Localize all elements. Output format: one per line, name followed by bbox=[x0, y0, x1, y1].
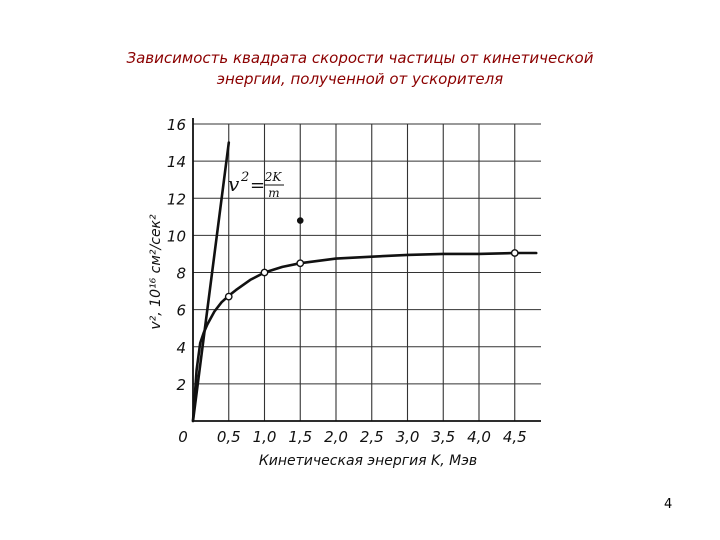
data-point-filled bbox=[296, 217, 304, 224]
x-tick-label: 1,5 bbox=[288, 428, 312, 446]
x-tick-label: 2,5 bbox=[360, 428, 384, 446]
y-tick-label: 2 bbox=[176, 376, 186, 394]
chart-axes bbox=[192, 118, 541, 422]
x-tick-label: 1,0 bbox=[253, 428, 277, 446]
x-tick-label: 4,5 bbox=[503, 428, 527, 446]
y-tick-label: 10 bbox=[167, 227, 186, 245]
x-axis-label: Кинетическая энергия K, Мэв bbox=[259, 453, 477, 469]
x-tick-label: 0,5 bbox=[217, 428, 241, 446]
series-line-classical-line bbox=[191, 141, 231, 423]
x-tick-label: 3,0 bbox=[396, 428, 420, 446]
chart-series bbox=[191, 141, 538, 423]
slide-title-line-2: энергии, полученной от ускорителя bbox=[216, 70, 504, 88]
y-tick-label: 12 bbox=[167, 190, 186, 208]
chart-grid bbox=[193, 123, 541, 421]
data-point-open bbox=[510, 249, 519, 257]
data-point-open bbox=[296, 259, 305, 268]
data-point-open bbox=[260, 268, 269, 277]
x-tick-label: 4,0 bbox=[467, 428, 491, 446]
x-tick-label: 0 bbox=[178, 428, 188, 446]
data-point-open bbox=[224, 292, 233, 301]
x-tick-label: 3,5 bbox=[431, 428, 455, 446]
formula-equals: = bbox=[250, 175, 265, 196]
formula-annotation: v 2 = 2K m bbox=[228, 170, 284, 200]
chart-points bbox=[224, 217, 519, 301]
y-tick-label: 14 bbox=[167, 153, 186, 171]
slide-title-line-1: Зависимость квадрата скорости частицы от… bbox=[126, 49, 594, 67]
formula-numerator: 2K bbox=[264, 170, 283, 184]
chart-tick-labels: 0 0,5 1,0 1,5 2,0 2,5 3,0 3,5 4,0 4,5 2 4 6 8 10 12 14 16 bbox=[167, 116, 527, 446]
y-tick-label: 4 bbox=[176, 339, 186, 357]
y-tick-label: 16 bbox=[167, 116, 186, 134]
formula-exponent: 2 bbox=[240, 170, 249, 185]
y-axis-label: v², 10¹⁶ см²/сек² bbox=[148, 214, 164, 330]
y-tick-label: 8 bbox=[176, 265, 186, 283]
formula-lhs: v bbox=[228, 172, 240, 196]
formula-denominator: m bbox=[268, 186, 279, 200]
series-line-relativistic-curve bbox=[191, 251, 538, 423]
y-tick-label: 6 bbox=[176, 302, 186, 320]
page-number: 4 bbox=[664, 497, 673, 512]
x-tick-label: 2,0 bbox=[324, 428, 348, 446]
slide-title: Зависимость квадрата скорости частицы от… bbox=[60, 48, 660, 90]
